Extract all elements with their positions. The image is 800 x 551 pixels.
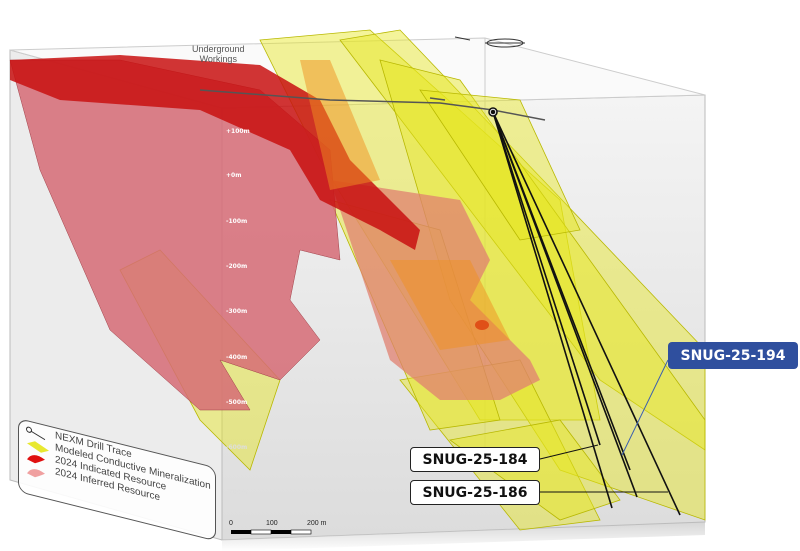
callout-snug-25-194: SNUG-25-194 [668,342,798,369]
legend-icons [26,426,49,478]
depth-tick: +100m [226,128,250,135]
legend: NEXM Drill Trace Modeled Conductive Mine… [18,418,216,542]
depth-tick: -600m [226,444,248,451]
callout-snug-25-186: SNUG-25-186 [410,480,540,505]
drill-trace-icon [26,426,46,441]
scale-label-200: 200 m [307,520,327,527]
depth-tick: -300m [226,308,248,315]
callout-leaders [539,359,669,493]
depth-tick: -200m [226,263,248,270]
orange-overlap [300,60,510,350]
underground-workings [199,89,546,121]
scale-bar [231,529,312,535]
depth-tick: -500m [226,399,248,406]
north-arrow-icon [454,36,525,48]
drill-traces [488,107,681,516]
depth-tick: -400m [226,354,248,361]
callout-snug-25-184: SNUG-25-184 [410,447,540,472]
depth-tick: -700m [226,489,248,496]
underground-workings-label: Underground Workings [192,44,245,64]
depth-tick: -100m [226,218,248,225]
depth-tick: +0m [226,172,242,179]
pink-blob-icon [27,469,45,478]
scale-label-0: 0 [229,520,233,527]
scale-label-100: 100 [266,520,278,527]
red-blob-icon [27,455,45,464]
yellow-plate-icon [27,441,49,453]
